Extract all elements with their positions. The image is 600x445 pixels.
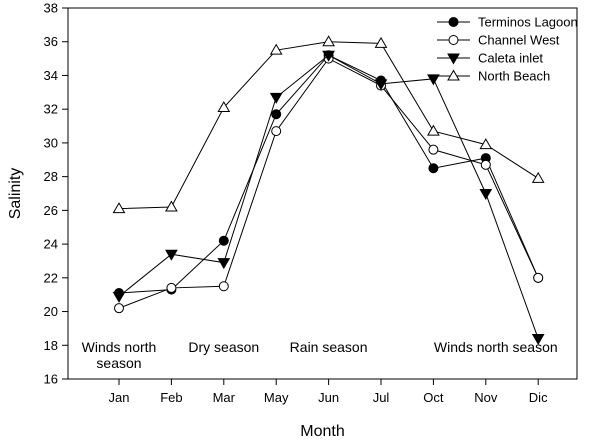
x-tick-label: May (264, 390, 289, 405)
legend-entry: North Beach (437, 69, 550, 84)
legend-label: Terminos Lagoon (478, 15, 578, 30)
data-point-north-beach (322, 35, 335, 47)
season-annotation: season (96, 355, 141, 371)
series-channel-west (114, 53, 544, 314)
data-point-caleta-inlet (531, 334, 545, 346)
legend-label: Channel West (478, 33, 560, 48)
data-point-north-beach (165, 200, 178, 212)
y-tick-label: 20 (44, 304, 58, 319)
series-layer (112, 35, 545, 346)
legend: Terminos Lagoon Channel West Caleta inlet N… (437, 15, 578, 84)
y-tick-label: 36 (44, 34, 58, 49)
data-point-channel-west (533, 272, 544, 283)
data-point-north-beach (374, 36, 388, 48)
series-line-terminos-lagoon (118, 54, 539, 294)
x-axis-title: Month (300, 423, 344, 440)
x-tick-label: Oct (423, 390, 444, 405)
data-point-north-beach (479, 138, 493, 150)
data-point-north-beach (269, 43, 283, 55)
data-point-caleta-inlet (112, 291, 126, 303)
legend-label: North Beach (478, 69, 550, 84)
season-annotation: Dry season (188, 339, 259, 355)
y-tick-label: 18 (44, 338, 58, 353)
y-tick-label: 24 (44, 237, 58, 252)
series-line-channel-west (118, 57, 539, 309)
x-axis: Jan Feb Mar May Jun Jul Oct Nov Dic (109, 379, 548, 405)
y-tick-label: 26 (44, 203, 58, 218)
y-tick-label: 22 (44, 270, 58, 285)
y-tick-label: 34 (44, 68, 58, 83)
data-point-caleta-inlet (427, 74, 440, 86)
data-point-north-beach (217, 100, 231, 112)
legend-entry: Channel West (437, 33, 560, 48)
legend-marker (448, 17, 459, 27)
y-axis-title: Salinity (7, 168, 24, 220)
legend-marker (447, 53, 460, 65)
y-tick-label: 16 (44, 372, 58, 387)
data-point-caleta-inlet (374, 79, 388, 91)
series-north-beach (112, 35, 545, 214)
y-axis: 16 18 20 22 24 26 28 30 32 34 36 38 (44, 1, 68, 387)
data-point-north-beach (531, 171, 545, 183)
data-point-caleta-inlet (479, 189, 493, 200)
data-point-channel-west (218, 281, 229, 292)
x-tick-label: Mar (213, 390, 236, 405)
legend-marker (448, 35, 459, 45)
x-tick-label: Feb (160, 390, 182, 405)
series-caleta-inlet (112, 50, 545, 346)
data-point-terminos-lagoon (271, 109, 282, 120)
data-point-north-beach (112, 202, 126, 214)
legend-entry: Caleta inlet (437, 51, 543, 66)
data-point-terminos-lagoon (428, 163, 439, 174)
x-tick-label: Jun (318, 390, 339, 405)
y-tick-label: 32 (44, 102, 58, 117)
y-tick-label: 38 (44, 1, 58, 16)
y-tick-label: 30 (44, 135, 58, 150)
x-tick-label: Jul (373, 390, 390, 405)
plot-frame (67, 7, 578, 380)
legend-entry: Terminos Lagoon (437, 15, 578, 30)
data-point-caleta-inlet (269, 92, 283, 104)
x-tick-label: Dic (529, 390, 548, 405)
x-tick-label: Jan (109, 390, 130, 405)
season-annotation: Winds north season (434, 339, 558, 355)
data-point-terminos-lagoon (218, 235, 229, 246)
data-point-caleta-inlet (217, 258, 231, 270)
data-point-channel-west (480, 159, 491, 170)
legend-label: Caleta inlet (478, 51, 543, 66)
season-annotation: Rain season (290, 339, 368, 355)
series-line-caleta-inlet (118, 54, 539, 339)
data-point-channel-west (271, 126, 282, 137)
season-annotation: Winds north (82, 339, 157, 355)
plot-area (67, 7, 578, 380)
data-point-channel-west (428, 144, 439, 155)
data-point-north-beach (427, 124, 440, 136)
series-terminos-lagoon (114, 50, 544, 298)
data-point-caleta-inlet (322, 50, 335, 62)
data-point-channel-west (166, 282, 177, 293)
legend-marker (447, 69, 460, 81)
x-tick-label: Nov (474, 390, 498, 405)
data-point-channel-west (114, 303, 124, 314)
series-line-north-beach (118, 41, 539, 210)
data-point-caleta-inlet (165, 249, 178, 261)
y-tick-label: 28 (44, 169, 58, 184)
